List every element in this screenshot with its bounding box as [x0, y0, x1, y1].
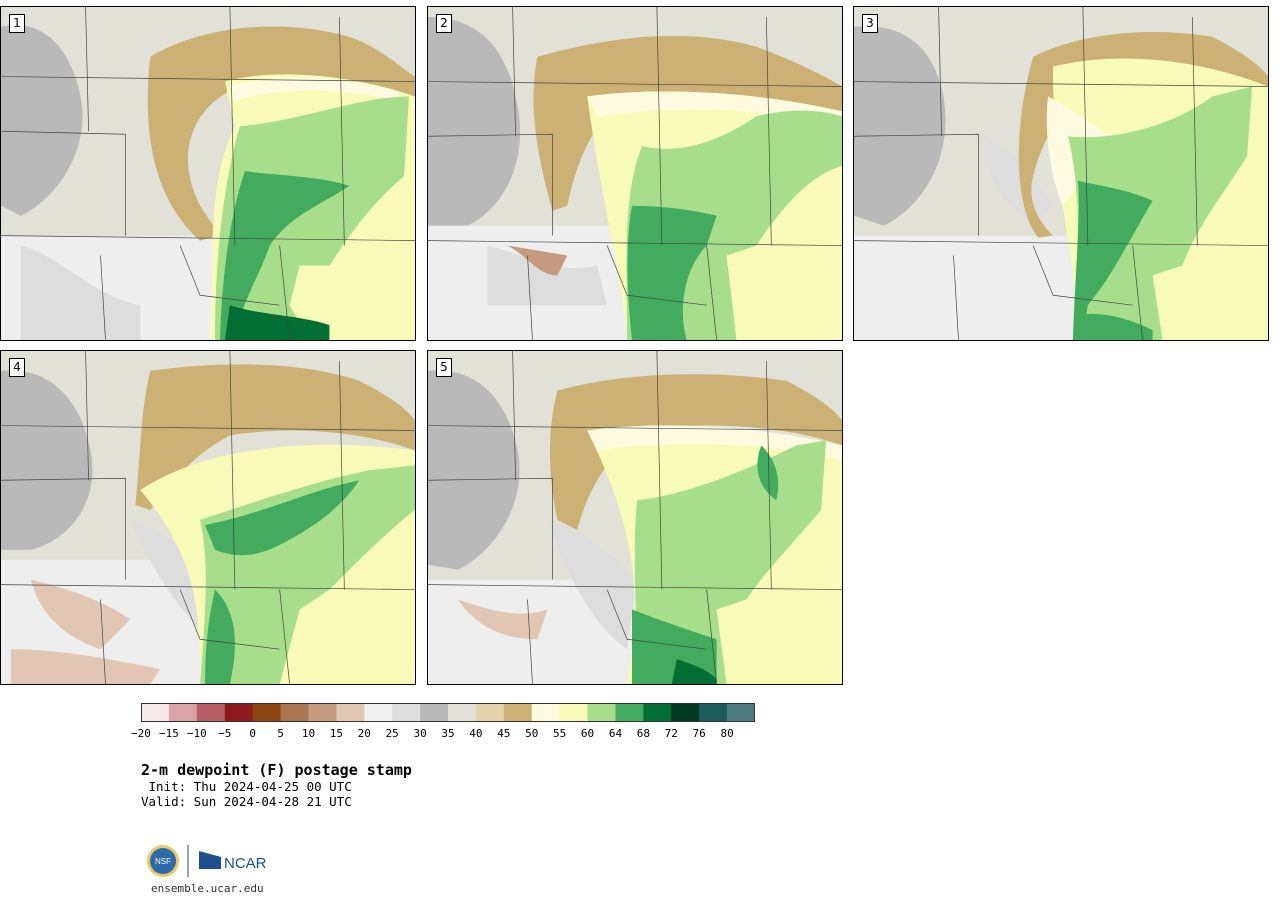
- colorbar-tick-label: −5: [218, 727, 232, 740]
- dewpoint-map-5: [428, 351, 842, 684]
- colorbar-tick-label: 25: [385, 727, 399, 740]
- colorbar-tick-label: 40: [469, 727, 483, 740]
- ensemble-member-5-map: 5: [427, 350, 843, 685]
- colorbar-tick-label: 20: [357, 727, 371, 740]
- svg-text:NCAR: NCAR: [224, 855, 267, 872]
- colorbar-swatch: [475, 703, 505, 722]
- colorbar-swatch: [615, 703, 644, 722]
- colorbar-tick-label: 76: [692, 727, 706, 740]
- colorbar-tick-label: 15: [329, 727, 343, 740]
- svg-text:NSF: NSF: [155, 857, 171, 866]
- colorbar-swatch: [364, 703, 393, 722]
- colorbar-border: [141, 703, 755, 722]
- chart-title: 2-m dewpoint (F) postage stamp: [141, 761, 412, 779]
- colorbar-swatch: [420, 703, 449, 722]
- colorbar-tick-label: 50: [525, 727, 539, 740]
- ensemble-member-4-map: 4: [0, 350, 416, 685]
- colorbar-swatch: [503, 703, 533, 722]
- member-number-label: 5: [436, 358, 452, 377]
- colorbar-swatch: [699, 703, 728, 722]
- colorbar-swatch: [643, 703, 672, 722]
- dewpoint-map-3: [854, 7, 1268, 340]
- colorbar-swatch: [141, 703, 170, 722]
- ensemble-member-1-map: 1: [0, 6, 416, 341]
- colorbar-swatch: [727, 703, 755, 722]
- colorbar-swatch: [308, 703, 337, 722]
- colorbar-tick-label: 80: [720, 727, 734, 740]
- colorbar-tick-label: 60: [580, 727, 595, 740]
- colorbar-swatch: [168, 703, 198, 722]
- valid-time: Valid: Sun 2024-04-28 21 UTC: [141, 794, 352, 809]
- colorbar-tick-label: −20: [131, 727, 151, 740]
- colorbar-swatch: [224, 703, 253, 722]
- dewpoint-map-4: [1, 351, 415, 684]
- colorbar-swatch: [531, 703, 560, 722]
- colorbar-swatch: [587, 703, 616, 722]
- member-number-label: 2: [436, 14, 452, 33]
- colorbar-tick-label: −15: [158, 727, 179, 740]
- ensemble-member-3-map: 3: [853, 6, 1269, 341]
- colorbar-tick-label: 30: [413, 727, 427, 740]
- colorbar-tick-label: 55: [553, 727, 567, 740]
- colorbar-tick-label: −10: [186, 727, 207, 740]
- colorbar-tick-labels: −20 −15 −10 −5 0 5 10 15 20 25 30 35 40 45 50 55 60 64 68 7…: [131, 727, 755, 743]
- colorbar-swatch: [280, 703, 309, 722]
- colorbar-tick-label: 68: [636, 727, 650, 740]
- site-url: ensemble.ucar.edu: [151, 882, 264, 895]
- colorbar-tick-label: 45: [497, 727, 511, 740]
- member-number-label: 4: [9, 358, 25, 377]
- colorbar-swatch: [671, 703, 700, 722]
- colorbar-tick-label: 64: [608, 727, 623, 740]
- dewpoint-map-2: [428, 7, 842, 340]
- member-number-label: 3: [862, 14, 878, 33]
- colorbar-swatch: [559, 703, 588, 722]
- colorbar-tick-label: 10: [301, 727, 316, 740]
- colorbar-swatch: [336, 703, 365, 722]
- nsf-logo-icon: NSF: [147, 845, 179, 877]
- init-time: Init: Thu 2024-04-25 00 UTC: [141, 779, 352, 794]
- colorbar-swatch: [392, 703, 421, 722]
- colorbar-tick-label: 35: [441, 727, 455, 740]
- colorbar-swatch: [448, 703, 477, 722]
- colorbar-tick-label: 0: [249, 727, 256, 740]
- colorbar-swatch: [252, 703, 281, 722]
- ncar-logo-icon: NCAR: [199, 851, 267, 872]
- colorbar-swatch: [196, 703, 226, 722]
- nsf-ncar-logos: NSF NCAR: [147, 845, 267, 877]
- dewpoint-map-1: [1, 7, 415, 340]
- ensemble-member-2-map: 2: [427, 6, 843, 341]
- dewpoint-colorbar: [141, 703, 755, 722]
- colorbar-tick-label: 72: [664, 727, 678, 740]
- colorbar-tick-label: 5: [277, 727, 284, 740]
- member-number-label: 1: [9, 14, 25, 33]
